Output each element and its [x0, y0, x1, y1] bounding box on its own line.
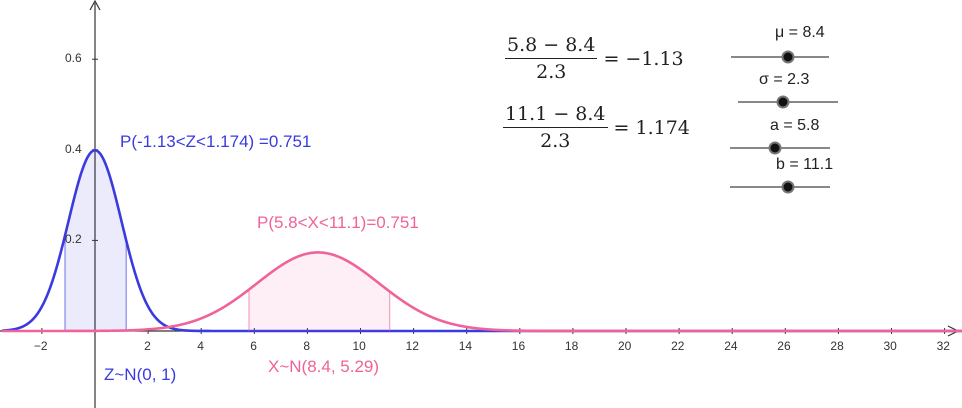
- formula-denominator: 2.3: [540, 130, 571, 152]
- x-tick-label: 2: [144, 339, 151, 353]
- y-axis-arrow: [89, 0, 101, 11]
- slider-a-label: a = 5.8: [770, 117, 820, 134]
- y-tick-label: 0.2: [65, 232, 82, 247]
- x-tick-label: 18: [564, 339, 579, 353]
- x-probability-label: P(5.8<X<11.1)=0.751: [257, 213, 419, 232]
- y-tick-label: 0.4: [65, 141, 82, 156]
- shaded-area-z: [64, 150, 127, 331]
- slider-sigma-knob[interactable]: [776, 95, 790, 109]
- x-tick-label: 28: [830, 339, 844, 353]
- x-tick-label: 4: [197, 339, 204, 353]
- x-tick-label: 24: [724, 339, 738, 353]
- x-tick-label: 14: [458, 339, 473, 353]
- slider-a-knob[interactable]: [768, 141, 782, 155]
- fraction-bar: [505, 58, 598, 59]
- slider-sigma-label: σ = 2.3: [759, 71, 810, 88]
- x-tick-label: 16: [511, 339, 526, 353]
- x-tick-label: 30: [883, 339, 897, 353]
- z-score-formula-b: 11.1 − 8.4 2.3 = 1.174: [503, 103, 690, 152]
- x-tick-label: 6: [250, 339, 257, 353]
- slider-mu-track[interactable]: [731, 56, 829, 58]
- slider-b-label: b = 11.1: [776, 156, 834, 173]
- density-curve-x[interactable]: [2, 251, 962, 333]
- slider-b-track[interactable]: [730, 186, 830, 188]
- slider-mu-label: μ = 8.4: [775, 24, 825, 41]
- y-tick-label: 0.6: [65, 51, 82, 66]
- x-distribution-label: X~N(8.4, 5.29): [268, 357, 380, 376]
- formula-numerator: 11.1 − 8.4: [505, 103, 606, 125]
- slider-b-knob[interactable]: [781, 180, 795, 194]
- x-tick-label: 32: [936, 339, 950, 353]
- z-distribution-label: Z~N(0, 1): [104, 365, 177, 384]
- z-probability-label: P(-1.13<Z<1.174) =0.751: [120, 132, 312, 151]
- x-tick-label: 22: [671, 339, 685, 353]
- x-tick-label: 20: [618, 339, 632, 353]
- z-score-formula-a: 5.8 − 8.4 2.3 = −1.13: [505, 34, 684, 83]
- formula-result: = −1.13: [603, 47, 684, 70]
- density-curve-z[interactable]: [2, 148, 962, 333]
- fraction-bar: [503, 127, 608, 128]
- x-tick-label: 12: [405, 339, 419, 353]
- x-tick-label: −2: [33, 339, 48, 353]
- formula-result: = 1.174: [613, 116, 690, 139]
- formula-numerator: 5.8 − 8.4: [507, 34, 596, 56]
- x-tick-label: 10: [352, 339, 366, 353]
- formula-denominator: 2.3: [536, 61, 567, 83]
- x-tick-label: 8: [303, 339, 311, 353]
- slider-mu-knob[interactable]: [781, 50, 795, 64]
- shaded-area-x: [248, 252, 390, 331]
- x-tick-label: 26: [777, 339, 791, 353]
